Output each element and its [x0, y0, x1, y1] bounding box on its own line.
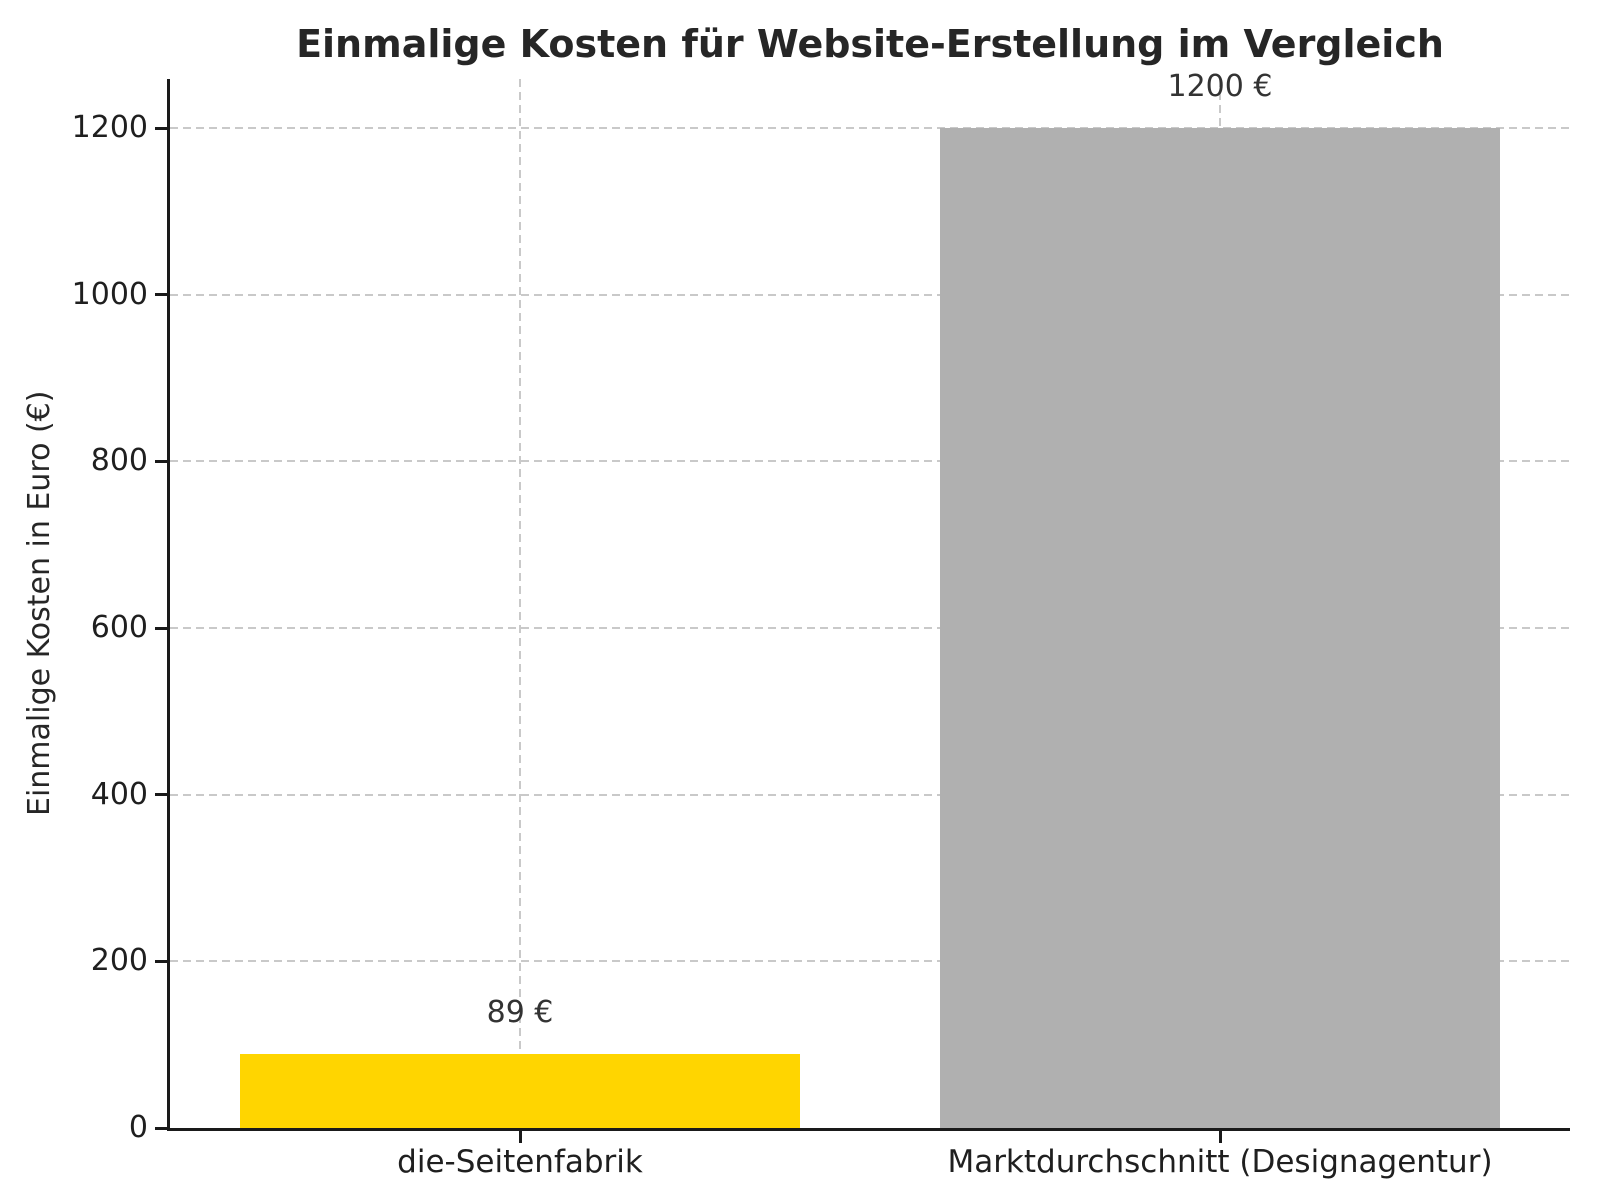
x-tick-label: Marktdurchschnitt (Designagentur)	[947, 1144, 1493, 1180]
vertical-gridline	[519, 79, 521, 1128]
horizontal-gridline	[170, 127, 1570, 129]
y-axis-label: Einmalige Kosten in Euro (€)	[22, 390, 57, 817]
y-tick-label: 0	[128, 1110, 148, 1145]
x-tick-label: die-Seitenfabrik	[397, 1144, 643, 1180]
plot-area: 0 200 400 600 800 1000 1200 die-Seitenfabrik 89 …	[72, 72, 1570, 1180]
bar-value-label: 89 €	[486, 994, 554, 1030]
horizontal-gridline	[170, 793, 1570, 796]
y-tick-mark	[155, 459, 167, 463]
horizontal-gridline	[170, 293, 1570, 296]
y-tick-label: 1200	[71, 110, 148, 145]
chart-title: Einmalige Kosten für Website-Erstellung …	[296, 22, 1444, 66]
y-tick-mark	[155, 793, 167, 797]
horizontal-gridline	[170, 627, 1570, 629]
x-axis-spine	[167, 1128, 1570, 1131]
y-tick-mark	[155, 126, 167, 130]
bar	[940, 128, 1500, 1128]
y-tick-label: 400	[90, 776, 148, 812]
y-tick-label: 200	[90, 943, 148, 979]
y-tick-label: 1000	[71, 276, 148, 312]
x-tick-mark	[518, 1131, 522, 1143]
bar	[240, 1053, 800, 1128]
bar-value-label: 1200 €	[1167, 69, 1273, 104]
horizontal-gridline	[170, 460, 1570, 463]
y-tick-label: 600	[90, 610, 148, 645]
y-tick-mark	[155, 293, 167, 297]
horizontal-gridline	[170, 960, 1570, 963]
y-tick-mark	[155, 959, 167, 963]
y-axis-spine	[167, 79, 170, 1131]
x-tick-mark	[1218, 1131, 1222, 1143]
y-tick-label: 800	[90, 443, 148, 479]
y-tick-mark	[155, 626, 167, 630]
y-tick-mark	[155, 1126, 167, 1130]
